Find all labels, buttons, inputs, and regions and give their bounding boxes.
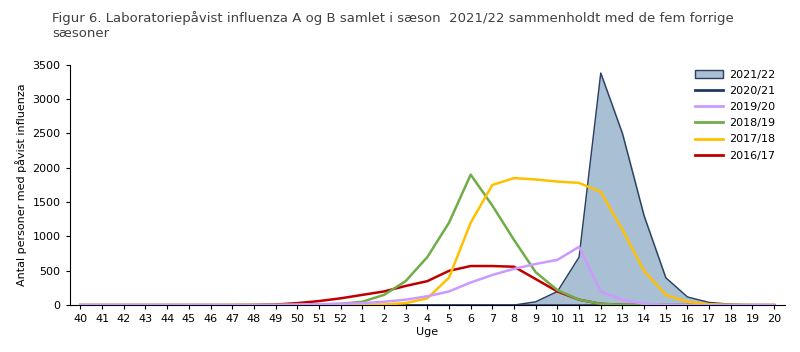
Legend: 2021/22, 2020/21, 2019/20, 2018/19, 2017/18, 2016/17: 2021/22, 2020/21, 2019/20, 2018/19, 2017… [691, 65, 779, 165]
X-axis label: Uge: Uge [416, 327, 438, 337]
Text: Figur 6. Laboratoriepåvist influenza A og B samlet i sæson  2021/22 sammenholdt : Figur 6. Laboratoriepåvist influenza A o… [52, 11, 734, 39]
Y-axis label: Antal personer med påvist influenza: Antal personer med påvist influenza [15, 84, 27, 286]
